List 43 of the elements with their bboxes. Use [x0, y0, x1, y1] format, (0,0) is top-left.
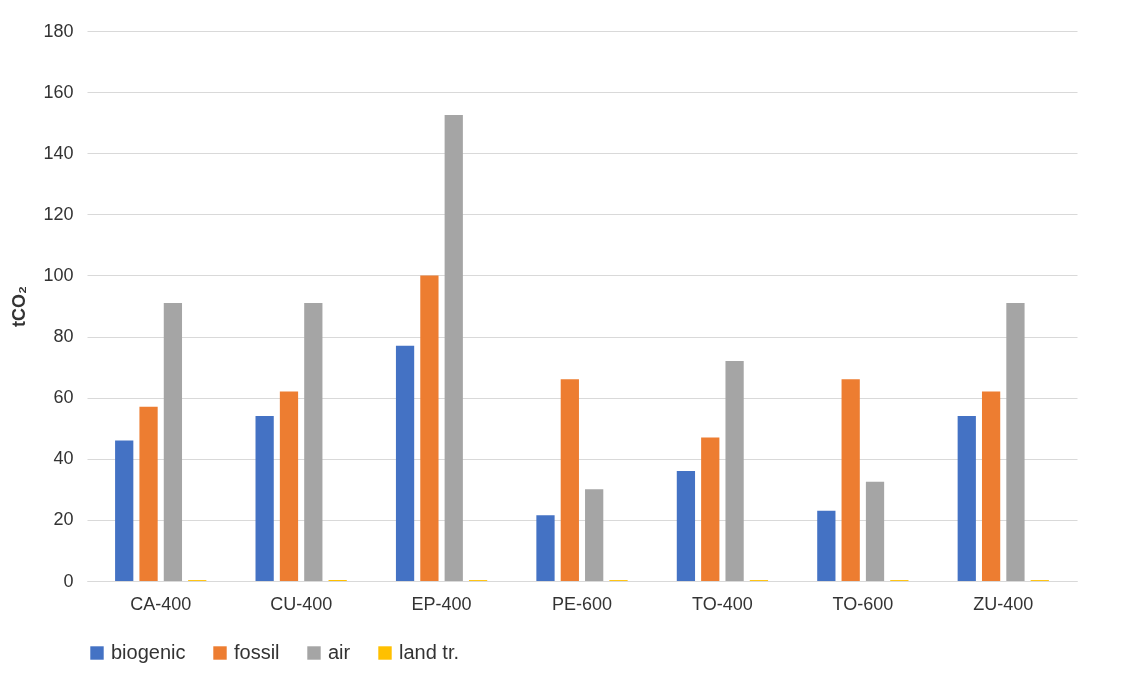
bar — [560, 379, 579, 581]
y-tick-label: 0 — [63, 570, 74, 591]
y-tick-label: 80 — [53, 326, 74, 347]
bar — [420, 275, 439, 581]
bar — [701, 437, 720, 581]
y-tick-label: 180 — [43, 20, 74, 41]
bar — [304, 302, 323, 581]
bar — [163, 302, 183, 581]
bar — [255, 416, 274, 581]
y-axis-title: tCO₂ — [9, 286, 30, 327]
bar — [585, 489, 604, 581]
bar — [841, 379, 860, 581]
bar — [981, 391, 1001, 581]
x-tick-label: PE-600 — [551, 593, 613, 614]
y-tick-label: 120 — [43, 203, 74, 224]
legend-label: fossil — [234, 641, 280, 663]
x-tick-label: CA-400 — [130, 593, 192, 614]
y-tick-label: 40 — [53, 448, 74, 469]
legend-label: biogenic — [111, 641, 186, 663]
x-tick-label: EP-400 — [411, 593, 472, 614]
bar — [536, 515, 555, 581]
bar — [957, 416, 976, 581]
x-tick-label: ZU-400 — [973, 593, 1034, 614]
x-tick-label: TO-600 — [832, 593, 894, 614]
legend-label: air — [328, 641, 351, 663]
bar — [676, 471, 696, 581]
bar — [444, 115, 463, 581]
y-tick-label: 140 — [43, 142, 74, 163]
bar — [139, 406, 158, 581]
y-tick-label: 160 — [43, 81, 74, 102]
bar — [115, 440, 134, 581]
bar — [1006, 302, 1025, 581]
bar — [865, 481, 885, 581]
bar — [817, 510, 836, 581]
legend-label: land tr. — [399, 641, 460, 663]
x-tick-label: CU-400 — [270, 593, 333, 614]
x-tick-label: TO-400 — [692, 593, 753, 614]
bar — [725, 361, 744, 581]
y-tick-label: 20 — [53, 509, 74, 530]
y-tick-label: 60 — [53, 387, 74, 408]
bar — [395, 345, 415, 581]
y-tick-label: 100 — [43, 264, 74, 285]
bar — [279, 391, 299, 581]
